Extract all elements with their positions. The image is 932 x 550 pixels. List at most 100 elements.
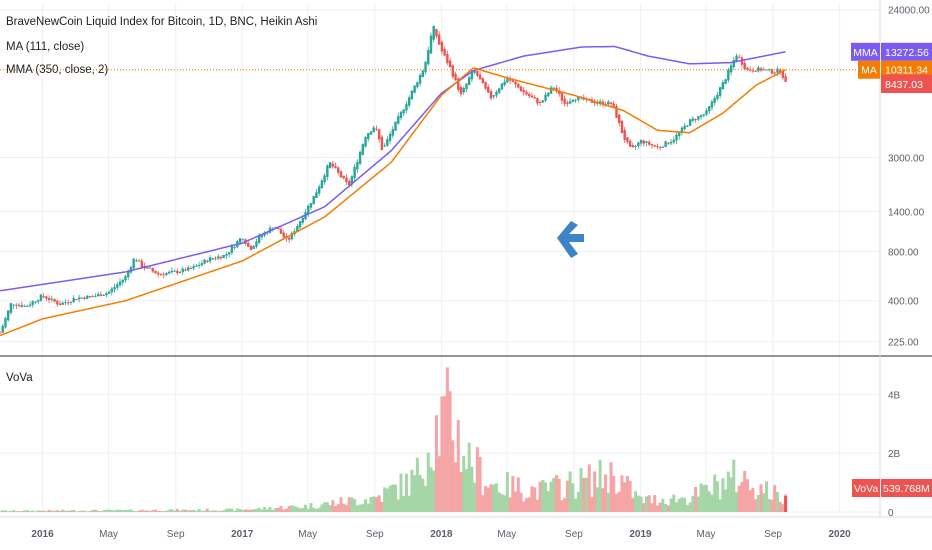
volume-bar-64: [173, 510, 177, 512]
volume-bar-103: [279, 506, 283, 512]
candle-body-39: [105, 293, 108, 296]
volume-bar-152: [413, 475, 417, 512]
candle-body-241: [656, 146, 659, 148]
candle-body-198: [538, 101, 542, 103]
volume-bar-42: [113, 510, 117, 512]
price-tag-ma[interactable]: 10311.34 MA: [858, 60, 932, 79]
candle-body-107: [290, 232, 294, 240]
legend-ma[interactable]: MA (111, close): [6, 41, 84, 53]
volume-bar-101: [274, 508, 278, 512]
mma-line[interactable]: [0, 67, 786, 337]
volume-bar-185: [503, 495, 507, 512]
price-tag-mma[interactable]: 13272.56 MMA: [851, 42, 932, 61]
time-tick-label: May: [298, 529, 317, 540]
volume-pane-label[interactable]: VoVa: [6, 372, 33, 384]
volume-bar-280: [762, 493, 766, 512]
volume-bar-240: [653, 494, 657, 512]
volume-bar-258: [702, 485, 706, 512]
volume-bar-171: [464, 469, 468, 512]
back-arrow-icon[interactable]: [557, 221, 584, 258]
candle-body-26: [69, 301, 73, 303]
volume-bar-65: [175, 509, 179, 512]
candle-body-91: [247, 242, 250, 247]
candle-body-228: [620, 120, 624, 134]
candle-body-30: [80, 297, 84, 299]
candle-body-186: [506, 78, 509, 83]
candle-body-235: [639, 139, 643, 144]
volume-bar-146: [396, 499, 400, 512]
volume-bar-237: [644, 496, 648, 512]
volume-bar-276: [751, 487, 755, 512]
volume-bar-164: [445, 367, 449, 512]
volume-bar-137: [372, 496, 376, 512]
volume-bar-190: [516, 477, 520, 512]
candle-body-5: [12, 304, 15, 306]
price-axis[interactable]: 225.00 400.00 800.00 1400.00 3000.00 24000.00: [879, 0, 930, 517]
candle-body-220: [598, 101, 602, 103]
volume-bar-20: [53, 510, 57, 512]
volume-bar-238: [647, 495, 651, 512]
volume-bar-62: [167, 509, 171, 512]
volume-bar-1: [1, 510, 5, 512]
volume-bar-102: [276, 507, 280, 512]
candle-body-150: [407, 97, 411, 106]
candle-body-73: [197, 264, 201, 266]
candle-body-23: [61, 302, 64, 305]
volume-bar-267: [726, 471, 730, 512]
candle-body-285: [776, 68, 779, 73]
price-tag-last-3[interactable]: 8437.03: [881, 75, 932, 94]
volume-bar-141: [383, 487, 387, 512]
volume-bar-105: [284, 508, 288, 512]
volume-bar-153: [415, 457, 419, 512]
volume-bar-11: [28, 511, 32, 512]
candle-body-199: [541, 100, 545, 103]
legend-mma[interactable]: MMA (350, close, 2): [6, 64, 108, 76]
candle-body-197: [536, 98, 539, 104]
volume-bar-199: [541, 479, 545, 512]
candle-body-184: [500, 83, 504, 90]
volume-bar-284: [773, 485, 777, 512]
volume-bar-243: [661, 498, 665, 512]
candle-body-259: [705, 110, 708, 115]
volume-bar-13: [33, 511, 37, 512]
volume-tag[interactable]: 539.768M VoVa: [852, 479, 932, 497]
candle-body-21: [56, 300, 59, 305]
volume-bar-22: [58, 510, 62, 512]
candle-body-269: [732, 59, 735, 68]
legend: BraveNewCoin Liquid Index for Bitcoin, 1…: [6, 16, 317, 76]
volume-bar-124: [336, 504, 340, 512]
volume-bar-216: [587, 464, 591, 512]
candle-body-77: [208, 257, 212, 262]
time-axis[interactable]: 2016 May Sep 2017 May Sep 2018 May Sep 2019 May Sep…: [0, 516, 932, 540]
candle-body-96: [260, 235, 264, 238]
volume-bar-32: [85, 511, 89, 512]
volume-bar-254: [691, 496, 695, 512]
candle-body-193: [525, 91, 528, 95]
volume-bar-135: [366, 503, 370, 512]
volume-bar-7: [17, 511, 21, 512]
candle-body-35: [94, 295, 97, 297]
volume-bar-236: [642, 503, 646, 512]
candle-body-272: [740, 57, 744, 65]
volume-bar-206: [560, 500, 564, 512]
volume-bar-178: [484, 486, 488, 512]
volume-bar-58: [156, 510, 160, 512]
volume-bar-43: [115, 509, 119, 512]
volume-bar-191: [519, 492, 523, 512]
volume-bar-40: [107, 509, 111, 512]
price-tick-label: 24000.00: [888, 6, 930, 17]
ma-line[interactable]: [0, 45, 786, 292]
candle-body-115: [312, 196, 315, 205]
candle-body-129: [350, 176, 354, 185]
volume-bar-129: [350, 497, 354, 512]
volume-bar-31: [83, 510, 87, 512]
candle-body-130: [353, 166, 356, 179]
volume-axis[interactable]: 0 2B 4B: [888, 390, 901, 519]
legend-title: BraveNewCoin Liquid Index for Bitcoin, 1…: [6, 16, 317, 28]
volume-bar-221: [601, 488, 605, 512]
volume-bar-283: [770, 499, 774, 512]
volume-bar-277: [754, 499, 758, 512]
volume-bar-144: [391, 484, 395, 512]
volume-bar-107: [290, 505, 294, 512]
